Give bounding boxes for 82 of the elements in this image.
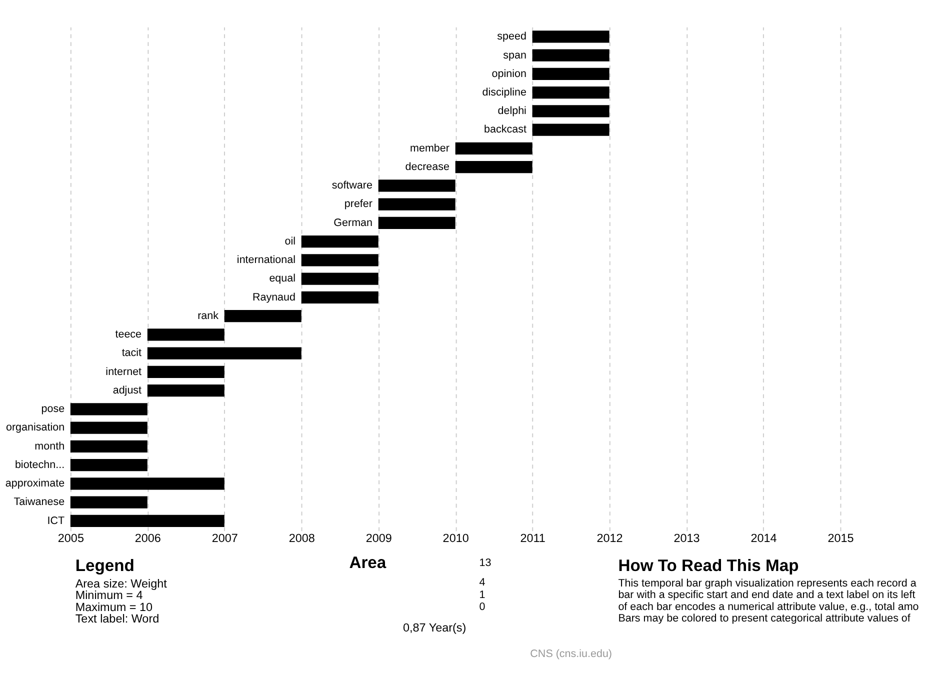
bar	[378, 180, 456, 192]
text: Bars may be colored to present categorical attribute values of	[618, 612, 910, 625]
bar	[378, 216, 456, 229]
bar	[532, 124, 610, 136]
text: Maximum = 10	[75, 600, 153, 614]
bar	[70, 478, 224, 490]
y-tick-label: ICT	[47, 514, 65, 527]
bar	[532, 86, 610, 99]
text: Text label: Word	[75, 612, 160, 626]
bar	[532, 68, 610, 80]
y-tick-label: teece	[115, 328, 142, 341]
text: bar with a specific start and end date and a text label on its left	[618, 589, 916, 602]
text: 0,87 Year(s)	[403, 621, 466, 634]
text: 1	[479, 589, 486, 602]
bar	[301, 291, 378, 304]
text: 4	[479, 576, 486, 588]
bar	[378, 198, 456, 210]
x-tick-label: 2007	[212, 532, 238, 545]
y-tick-label: German	[334, 216, 372, 229]
y-tick-label: pose	[41, 403, 65, 416]
x-tick-label: 2011	[520, 532, 546, 545]
y-tick-label: biotechn...	[14, 458, 65, 471]
bar	[70, 514, 224, 527]
text: Area size: Weight	[75, 577, 168, 590]
y-tick-label: backcast	[484, 124, 526, 136]
bar	[70, 403, 148, 416]
bar	[301, 254, 378, 266]
text: Area	[349, 552, 387, 572]
y-tick-label: oil	[284, 235, 296, 248]
bar	[70, 458, 148, 472]
bar	[70, 440, 148, 452]
bar	[455, 161, 532, 174]
text: How To Read This Map	[618, 556, 799, 575]
x-tick-label: 2015	[828, 532, 854, 545]
text: This temporal bar graph visualization represents each record a	[618, 577, 916, 590]
x-tick-label: 2006	[134, 532, 161, 545]
bar	[224, 310, 302, 322]
y-tick-label: span	[503, 49, 526, 62]
y-tick-label: decrease	[405, 160, 450, 173]
y-tick-label: speed	[497, 30, 526, 43]
bar	[147, 384, 224, 397]
text: 0	[479, 600, 486, 613]
text: 13	[479, 556, 492, 569]
x-tick-label: 2009	[366, 532, 392, 545]
text: Minimum = 4	[75, 589, 144, 602]
bar	[70, 496, 148, 508]
y-tick-label: tacit	[122, 347, 142, 360]
bar	[147, 366, 224, 378]
y-tick-label: rank	[198, 310, 220, 322]
bar	[532, 49, 610, 62]
y-tick-label: discipline	[482, 86, 526, 98]
y-tick-label: international	[236, 254, 296, 266]
y-tick-label: adjust	[112, 384, 142, 396]
x-tick-label: 2008	[288, 532, 316, 545]
y-tick-label: Raynaud	[252, 291, 296, 304]
bar	[301, 236, 378, 248]
y-tick-label: month	[34, 440, 65, 452]
text: CNS (cns.iu.edu)	[530, 648, 612, 660]
y-tick-label: equal	[269, 272, 296, 285]
x-tick-label: 2012	[596, 532, 623, 545]
y-tick-label: internet	[106, 366, 142, 378]
y-tick-label: member	[410, 142, 450, 154]
y-tick-label: approximate	[5, 478, 65, 490]
bar	[532, 30, 610, 43]
bar	[532, 105, 610, 118]
y-tick-label: Taiwanese	[14, 496, 65, 508]
y-tick-label: prefer	[344, 198, 373, 210]
x-tick-label: 2010	[442, 532, 470, 545]
bar	[147, 347, 302, 360]
bar	[147, 328, 224, 341]
y-tick-label: organisation	[6, 422, 65, 434]
x-tick-label: 2013	[674, 532, 700, 545]
text: Legend	[75, 556, 134, 575]
bar	[301, 272, 378, 285]
y-tick-label: software	[332, 180, 372, 192]
x-tick-label: 2005	[58, 532, 84, 545]
x-tick-label: 2014	[750, 532, 778, 545]
text: of each bar encodes a numerical attribute value, e.g., total amo	[618, 600, 919, 613]
bar	[455, 142, 532, 154]
y-tick-label: opinion	[492, 68, 526, 80]
bar	[70, 422, 148, 434]
y-tick-label: delphi	[498, 105, 526, 118]
